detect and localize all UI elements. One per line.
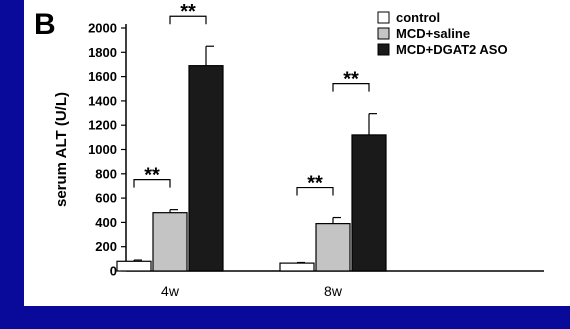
- legend-label: MCD+saline: [396, 26, 470, 41]
- significance-label: **: [180, 1, 196, 23]
- bar-control-4w: [116, 260, 152, 272]
- bar-mcd-saline-8w: [315, 223, 351, 272]
- significance-bracket: [332, 83, 370, 92]
- y-tick-label: 400: [95, 215, 117, 230]
- legend-label: MCD+DGAT2 ASO: [396, 42, 508, 57]
- y-tick-label: 200: [95, 239, 117, 254]
- figure-panel: B 0 200 400 600 800 1000 1200 1400 1600 1800 2000 se…: [24, 0, 570, 306]
- y-tick-label: 1200: [88, 118, 117, 133]
- y-tick-label: 800: [95, 166, 117, 181]
- panel-label: B: [34, 8, 56, 41]
- bar-control-8w: [279, 262, 315, 272]
- y-tick-label: 1400: [88, 93, 117, 108]
- significance-label: **: [144, 165, 160, 187]
- bar-mcd-dgat2-aso-8w: [351, 134, 387, 272]
- legend-swatch: [377, 11, 390, 24]
- significance-bracket: [133, 179, 171, 188]
- y-tick-label: 1600: [88, 69, 117, 84]
- bar-mcd-dgat2-aso-4w: [188, 65, 224, 272]
- legend-swatch: [377, 43, 390, 56]
- y-tick-label: 0: [110, 264, 117, 279]
- significance-bracket: [169, 15, 207, 25]
- y-tick-label: 1000: [88, 142, 117, 157]
- y-tick-label: 600: [95, 191, 117, 206]
- x-tick-label: 8w: [324, 283, 343, 299]
- y-axis-label: serum ALT (U/L): [53, 92, 70, 207]
- bar-mcd-saline-4w: [152, 212, 188, 272]
- y-tick-label: 1800: [88, 45, 117, 60]
- y-tick-label: 2000: [88, 21, 117, 36]
- significance-label: **: [307, 173, 323, 195]
- legend-swatch: [377, 27, 390, 40]
- x-tick-label: 4w: [161, 283, 180, 299]
- significance-bracket: [296, 186, 334, 196]
- bar-chart: B 0 200 400 600 800 1000 1200 1400 1600 1800 2000 se…: [34, 1, 544, 299]
- legend-label: control: [396, 10, 440, 25]
- significance-label: **: [343, 69, 359, 91]
